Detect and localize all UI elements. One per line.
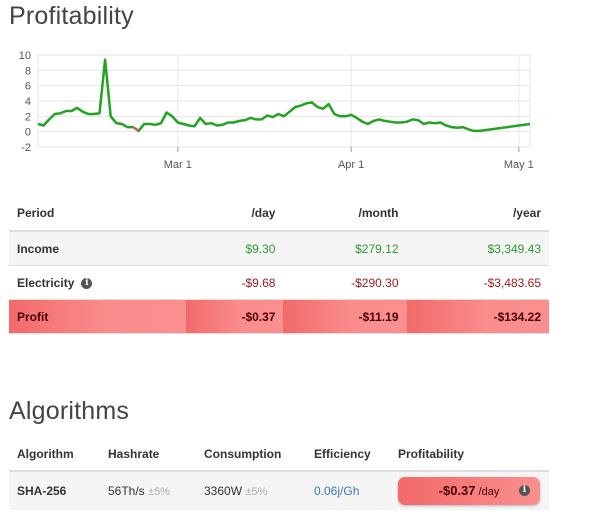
electricity-month: -$290.30 — [283, 265, 407, 300]
col-profitability: Profitability — [390, 437, 549, 472]
col-efficiency: Efficiency — [306, 437, 390, 472]
consumption-tolerance: ±5% — [245, 486, 268, 498]
x-tick-label: Mar 1 — [164, 159, 192, 171]
profit-day: -$0.37 — [186, 299, 284, 334]
col-period: Period — [9, 196, 187, 232]
algorithms-table: Algorithm Hashrate Consumption Efficienc… — [9, 437, 549, 510]
income-year: $3,349.43 — [406, 231, 549, 266]
electricity-label-cell: Electricity i — [9, 265, 187, 300]
profit-year: -$134.22 — [406, 299, 549, 334]
profitability-cell: -$0.37/day i — [390, 471, 549, 510]
y-tick-label: 0 — [25, 127, 31, 139]
consumption-cell: 3360W ±5% — [196, 471, 306, 510]
profitability-badge-amount: -$0.37 — [438, 483, 476, 498]
profitability-header-row: Period /day /month /year — [9, 196, 549, 232]
series-negative-segment — [132, 126, 140, 132]
y-tick-label: 4 — [25, 96, 31, 108]
profitability-badge-unit: /day — [478, 486, 500, 498]
series-line — [37, 58, 531, 133]
income-month: $279.12 — [283, 231, 407, 266]
profit-month: -$11.19 — [283, 299, 407, 334]
col-hashrate: Hashrate — [100, 437, 196, 472]
electricity-row: Electricity i -$9.68 -$290.30 -$3,483.65 — [9, 265, 549, 300]
electricity-day: -$9.68 — [186, 265, 284, 300]
profitability-title: Profitability — [9, 2, 134, 30]
y-tick-label: 10 — [19, 50, 31, 62]
y-tick-label: 2 — [25, 111, 31, 123]
consumption-value: 3360W — [204, 484, 243, 498]
y-tick-label: -2 — [21, 142, 31, 154]
col-month: /month — [283, 196, 407, 232]
profit-row: Profit -$0.37 -$11.19 -$134.22 — [9, 299, 549, 334]
col-day: /day — [186, 196, 284, 232]
col-consumption: Consumption — [196, 437, 306, 472]
chart-grid — [37, 54, 531, 148]
algorithm-name: SHA-256 — [9, 471, 100, 510]
algorithms-title: Algorithms — [9, 397, 130, 425]
income-day: $9.30 — [186, 231, 284, 266]
income-row: Income $9.30 $279.12 $3,349.43 — [9, 231, 549, 266]
hashrate-value: 56Th/s — [108, 484, 145, 498]
income-label: Income — [9, 231, 187, 266]
y-tick-label: 8 — [25, 65, 31, 77]
chart-y-ticks: 10 8 6 4 2 0 -2 — [19, 50, 31, 154]
electricity-label: Electricity — [17, 275, 75, 290]
profitability-chart: 10 8 6 4 2 0 -2 Mar 1 Apr 1 May 1 — [19, 50, 534, 171]
algorithm-row: SHA-256 56Th/s ±5% 3360W ±5% 0.06j/Gh -$… — [9, 471, 549, 510]
hashrate-tolerance: ±5% — [148, 486, 170, 498]
efficiency-value: 0.06j/Gh — [306, 471, 390, 510]
x-tick-label: May 1 — [504, 159, 534, 171]
info-icon[interactable]: i — [519, 485, 530, 496]
col-algorithm: Algorithm — [9, 437, 100, 472]
profitability-badge: -$0.37/day i — [398, 477, 540, 505]
profitability-table: Period /day /month /year Income $9.30 $2… — [9, 196, 549, 334]
col-year: /year — [406, 196, 549, 232]
chart-series — [37, 58, 531, 133]
info-icon[interactable]: i — [81, 277, 93, 289]
hashrate-cell: 56Th/s ±5% — [100, 471, 196, 510]
y-tick-label: 6 — [25, 81, 31, 93]
algorithms-header-row: Algorithm Hashrate Consumption Efficienc… — [9, 437, 549, 472]
electricity-year: -$3,483.65 — [406, 265, 549, 300]
x-tick-label: Apr 1 — [338, 159, 364, 171]
profit-label: Profit — [9, 299, 187, 334]
chart-x-ticks: Mar 1 Apr 1 May 1 — [164, 147, 534, 171]
